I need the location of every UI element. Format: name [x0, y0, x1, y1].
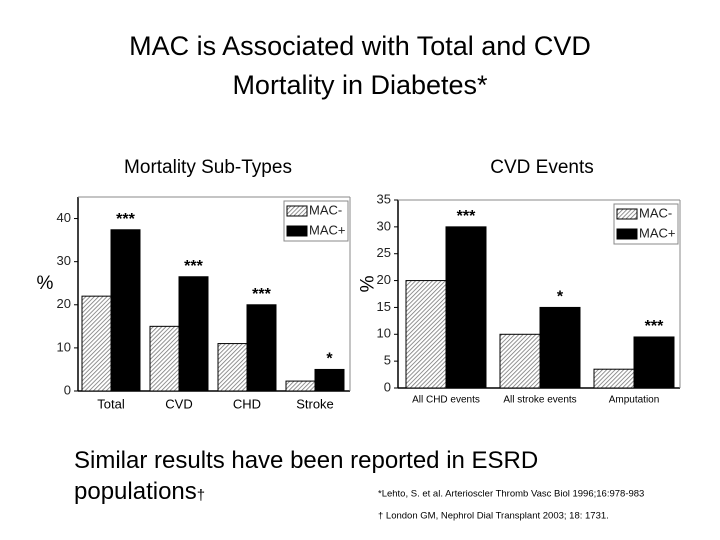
bar [246, 304, 277, 392]
y-tick-label: 20 [377, 272, 391, 287]
bar [81, 295, 112, 392]
bar [593, 368, 635, 389]
y-axis-label: % [37, 273, 54, 294]
annotation: *** [645, 318, 664, 335]
bar [445, 226, 487, 389]
x-tick-label: Amputation [609, 395, 660, 406]
body-text: Similar results have been reported in ES… [74, 447, 538, 505]
bar [110, 229, 141, 392]
x-tick-label: CHD [233, 396, 261, 411]
bar [178, 276, 209, 392]
bar [539, 306, 581, 389]
chart-title: Mortality Sub-Types [124, 157, 292, 178]
legend-swatch [286, 205, 308, 217]
chart-title: CVD Events [490, 157, 593, 178]
annotation: * [557, 289, 564, 306]
annotation: *** [457, 208, 476, 225]
legend-label: MAC+ [639, 225, 675, 240]
legend-swatch [616, 228, 638, 240]
body-mark: † [197, 487, 205, 504]
footnote: *Lehto, S. et al. Arterioscler Thromb Va… [378, 489, 644, 500]
legend-label: MAC- [639, 205, 672, 220]
x-tick-label: All stroke events [503, 395, 576, 406]
y-tick-label: 25 [377, 245, 391, 260]
bar [149, 325, 180, 392]
bar [499, 333, 541, 389]
y-tick-label: 0 [384, 379, 391, 394]
annotation: *** [252, 286, 271, 303]
bar [217, 343, 248, 392]
x-tick-label: Stroke [296, 396, 334, 411]
bar [285, 380, 316, 392]
bar [633, 336, 675, 389]
y-tick-label: 5 [384, 353, 391, 368]
legend-swatch [286, 225, 308, 237]
y-tick-label: 20 [57, 296, 71, 311]
y-tick-label: 30 [57, 253, 71, 268]
y-tick-label: 10 [57, 339, 71, 354]
y-tick-label: 15 [377, 299, 391, 314]
y-tick-label: 10 [377, 326, 391, 341]
legend-label: MAC+ [309, 222, 345, 237]
x-tick-label: Total [97, 396, 125, 411]
bar [314, 368, 345, 392]
y-tick-label: 35 [377, 191, 391, 206]
slide-title: Mortality in Diabetes* [232, 70, 488, 100]
legend-swatch [616, 208, 638, 220]
footnote: † London GM, Nephrol Dial Transplant 200… [378, 511, 609, 522]
annotation: *** [184, 258, 203, 275]
y-tick-label: 30 [377, 218, 391, 233]
y-axis-label: % [355, 276, 376, 293]
annotation: * [326, 351, 333, 368]
y-tick-label: 0 [64, 382, 71, 397]
x-tick-label: All CHD events [412, 395, 480, 406]
legend-label: MAC- [309, 202, 342, 217]
x-tick-label: CVD [165, 396, 192, 411]
slide-title: MAC is Associated with Total and CVD [129, 31, 591, 61]
bar [405, 280, 447, 389]
annotation: *** [116, 211, 135, 228]
y-tick-label: 40 [57, 210, 71, 225]
